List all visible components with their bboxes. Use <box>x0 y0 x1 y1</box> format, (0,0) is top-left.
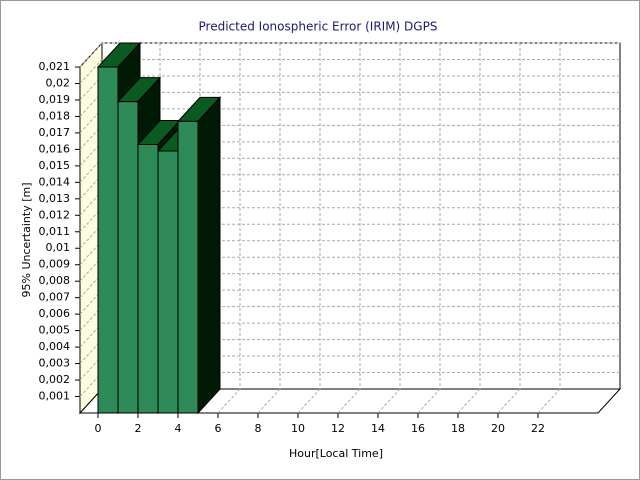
x-tick-label: 6 <box>215 422 222 435</box>
x-tick-label: 10 <box>291 422 305 435</box>
grid-line <box>297 388 321 414</box>
y-tick-label: 0,019 <box>39 93 71 106</box>
y-tick-label: 0,003 <box>39 357 71 370</box>
x-tick-label: 14 <box>371 422 385 435</box>
y-tick-label: 0,016 <box>39 142 71 155</box>
grid-line <box>497 388 521 414</box>
y-tick-label: 0,012 <box>39 208 71 221</box>
grid-line <box>79 59 103 84</box>
y-tick-label: 0,01 <box>46 241 71 254</box>
grid-line <box>537 388 561 414</box>
x-tick-label: 8 <box>255 422 262 435</box>
bar-front <box>97 66 119 414</box>
grid-line <box>217 388 241 414</box>
y-axis-label: 95% Uncertainty [m] <box>20 182 33 297</box>
bar-side <box>197 96 221 415</box>
x-tick-label: 12 <box>331 422 345 435</box>
grid-line <box>257 388 281 414</box>
grid-line <box>337 388 361 414</box>
x-tick-label: 4 <box>175 422 182 435</box>
y-tick-label: 0,004 <box>39 340 71 353</box>
grid-line <box>79 42 103 68</box>
bar-front <box>137 143 159 414</box>
chart-title: Predicted Ionospheric Error (IRIM) DGPS <box>199 20 438 34</box>
y-tick-label: 0,008 <box>39 274 71 287</box>
y-tick-label: 0,014 <box>39 175 71 188</box>
y-tick-label: 0,015 <box>39 159 71 172</box>
bar-front <box>177 120 199 414</box>
grid-line <box>417 388 441 414</box>
y-tick-label: 0,02 <box>46 76 71 89</box>
y-tick-label: 0,011 <box>39 225 71 238</box>
y-tick-label: 0,009 <box>39 258 71 271</box>
y-tick-label: 0,002 <box>39 373 71 386</box>
grid-line <box>377 388 401 414</box>
y-tick-label: 0,006 <box>39 307 71 320</box>
y-tick-label: 0,018 <box>39 109 71 122</box>
bar-front <box>117 101 139 414</box>
bar-front <box>157 150 179 414</box>
y-tick-label: 0,017 <box>39 126 71 139</box>
bar <box>176 96 222 415</box>
y-tick-label: 0,007 <box>39 291 71 304</box>
y-tick-label: 0,021 <box>39 60 71 73</box>
y-tick-label: 0,001 <box>39 390 71 403</box>
grid-line <box>457 388 481 414</box>
x-tick-label: 0 <box>95 422 102 435</box>
x-tick-label: 18 <box>451 422 465 435</box>
x-tick-label: 2 <box>135 422 142 435</box>
x-axis-label: Hour[Local Time] <box>289 447 383 460</box>
x-tick-label: 20 <box>491 422 505 435</box>
x-tick-label: 22 <box>531 422 545 435</box>
y-tick-label: 0,013 <box>39 192 71 205</box>
x-tick-label: 16 <box>411 422 425 435</box>
y-tick-label: 0,005 <box>39 324 71 337</box>
